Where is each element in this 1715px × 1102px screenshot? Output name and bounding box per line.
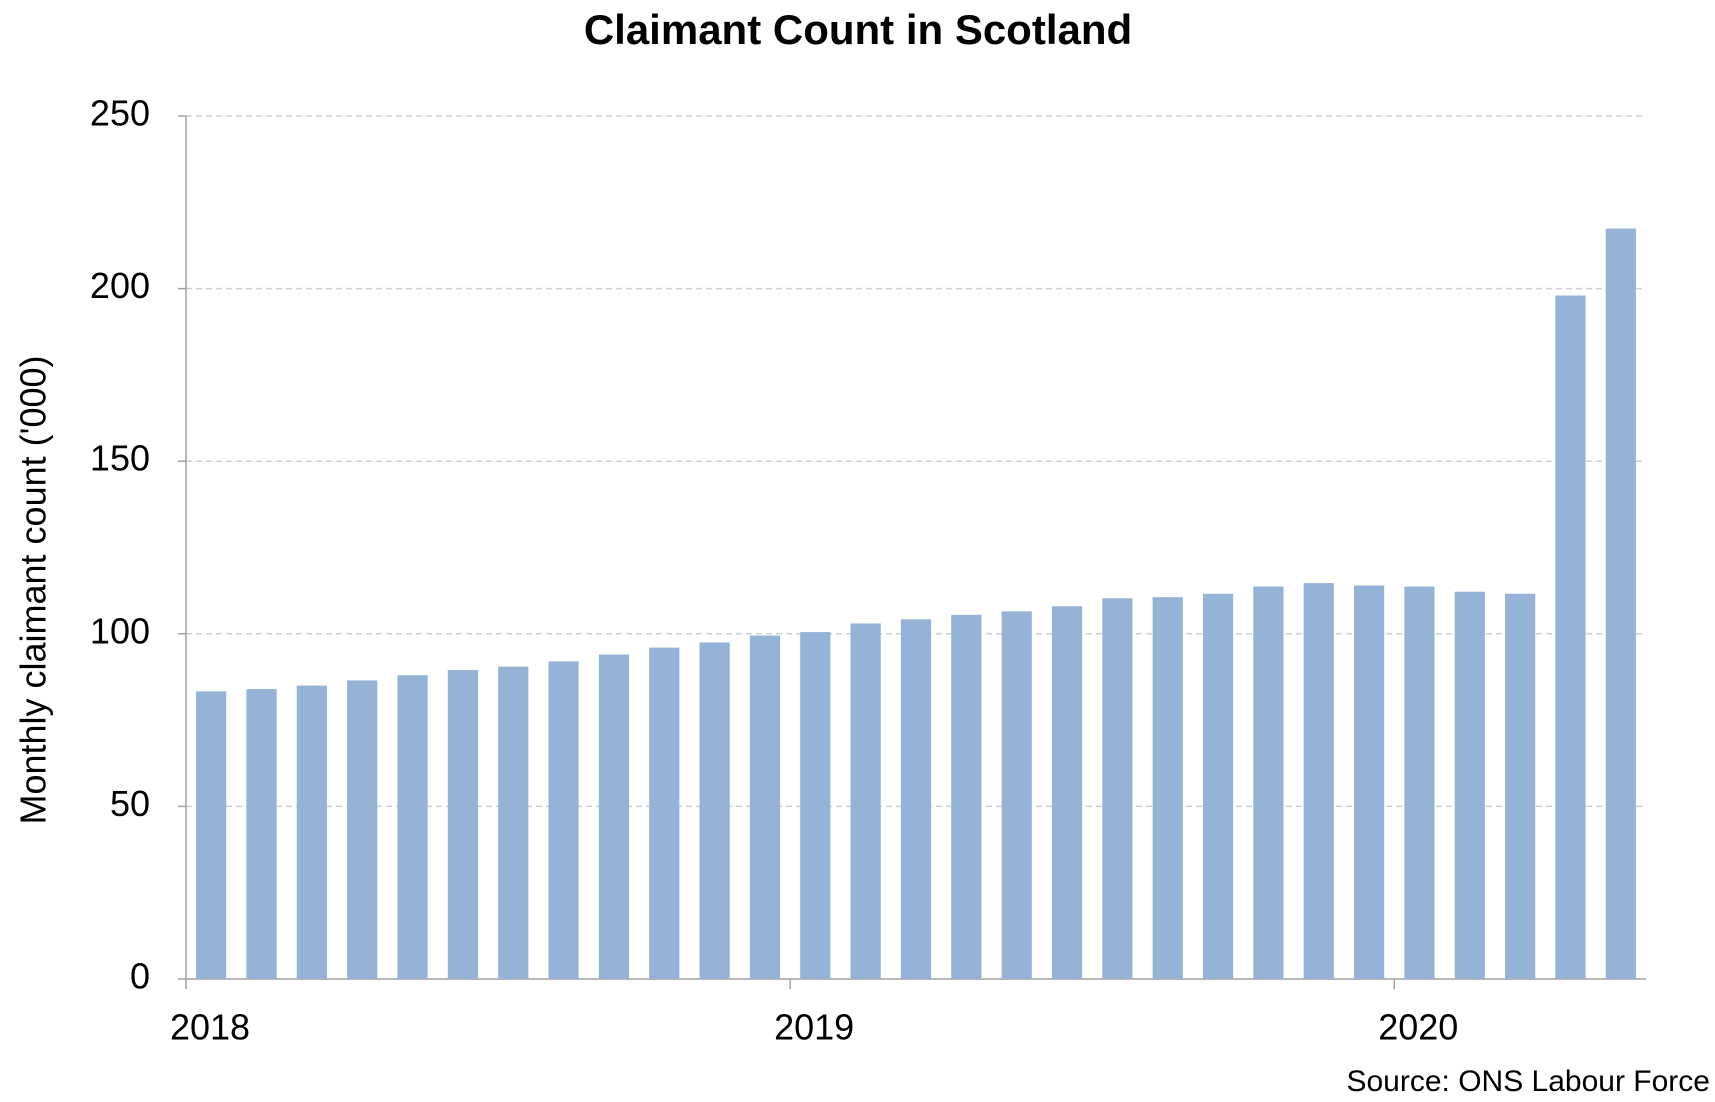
bar bbox=[699, 642, 730, 979]
x-tick-label: 2020 bbox=[1378, 1007, 1458, 1048]
bar bbox=[900, 619, 932, 979]
bar bbox=[1454, 591, 1485, 979]
bar bbox=[397, 675, 428, 979]
bar bbox=[649, 647, 680, 979]
bar bbox=[1303, 583, 1334, 979]
bar bbox=[749, 635, 781, 979]
y-tick-label: 0 bbox=[130, 956, 150, 997]
chart-title: Claimant Count in Scotland bbox=[584, 6, 1132, 53]
bar bbox=[447, 670, 478, 979]
bar bbox=[1555, 295, 1586, 979]
bar bbox=[1253, 586, 1284, 979]
source-note: Source: ONS Labour Force bbox=[1346, 1065, 1710, 1098]
bar bbox=[1505, 593, 1536, 979]
bar bbox=[800, 632, 831, 979]
bar bbox=[1605, 228, 1636, 979]
bar bbox=[951, 614, 982, 979]
y-tick-label: 200 bbox=[90, 265, 150, 306]
y-tick-label: 150 bbox=[90, 438, 150, 479]
y-tick-label: 100 bbox=[90, 610, 150, 651]
bar bbox=[347, 680, 378, 979]
y-axis-label: Monthly claimant count ('000) bbox=[13, 355, 54, 824]
bar bbox=[1404, 586, 1435, 979]
bar bbox=[1051, 606, 1083, 979]
x-tick-label: 2019 bbox=[774, 1007, 854, 1048]
bar bbox=[548, 661, 579, 979]
bar bbox=[498, 666, 529, 979]
bar bbox=[598, 654, 630, 979]
bar bbox=[196, 691, 227, 979]
bar bbox=[1001, 611, 1032, 979]
y-tick-label: 50 bbox=[110, 783, 150, 824]
bar bbox=[296, 685, 327, 979]
bar bbox=[850, 623, 881, 979]
x-tick-label: 2018 bbox=[170, 1007, 250, 1048]
y-tick-label: 250 bbox=[90, 93, 150, 134]
bar bbox=[1102, 598, 1133, 979]
bar bbox=[1354, 585, 1385, 979]
bar bbox=[1202, 593, 1234, 979]
bar bbox=[1152, 597, 1183, 979]
bar bbox=[246, 689, 277, 979]
